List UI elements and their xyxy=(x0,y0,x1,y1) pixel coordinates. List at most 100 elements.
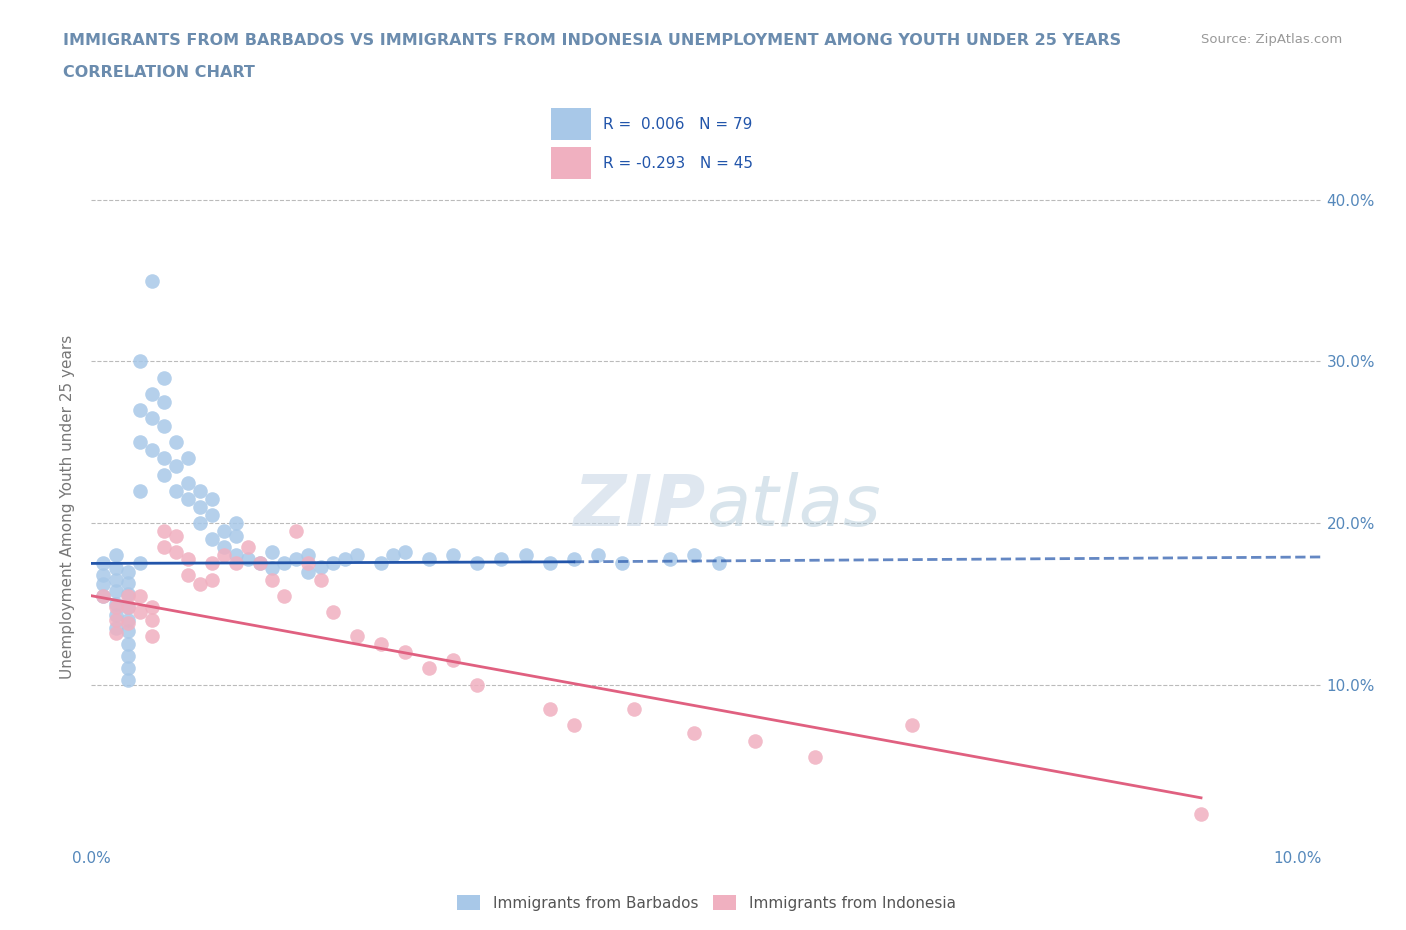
Point xyxy=(212,524,235,538)
Point xyxy=(538,556,561,571)
Point xyxy=(177,491,200,506)
Point xyxy=(285,524,308,538)
Text: ZIP: ZIP xyxy=(574,472,706,541)
Point xyxy=(262,561,284,576)
Point xyxy=(117,600,139,615)
Point xyxy=(285,551,308,566)
Point xyxy=(165,434,187,449)
Point xyxy=(141,410,163,425)
Point xyxy=(141,273,163,288)
Point xyxy=(165,528,187,543)
Point xyxy=(900,718,922,733)
Point xyxy=(117,600,139,615)
Point xyxy=(141,443,163,458)
Point xyxy=(1189,806,1212,821)
Point xyxy=(117,613,139,628)
Point xyxy=(418,661,440,676)
Point xyxy=(117,637,139,652)
Point xyxy=(152,418,174,433)
Point xyxy=(249,556,271,571)
Point xyxy=(117,565,139,579)
Point xyxy=(394,545,416,560)
Point xyxy=(93,589,115,604)
Point xyxy=(93,567,115,582)
Point xyxy=(262,572,284,587)
Point xyxy=(128,484,150,498)
Point xyxy=(201,491,224,506)
Point xyxy=(249,556,271,571)
Point xyxy=(804,750,827,764)
Point xyxy=(93,589,115,604)
Point xyxy=(562,551,585,566)
Point xyxy=(201,572,224,587)
Point xyxy=(418,551,440,566)
Point xyxy=(333,551,356,566)
Point xyxy=(152,370,174,385)
Point xyxy=(104,600,127,615)
Point xyxy=(225,556,247,571)
Point xyxy=(201,532,224,547)
Point xyxy=(381,548,404,563)
Point xyxy=(165,459,187,474)
Point xyxy=(610,556,633,571)
Point xyxy=(683,548,706,563)
Point xyxy=(104,561,127,576)
Point xyxy=(225,548,247,563)
Point xyxy=(212,539,235,554)
Point xyxy=(104,596,127,611)
Point xyxy=(273,589,295,604)
Point xyxy=(297,565,319,579)
Point xyxy=(117,616,139,631)
Point xyxy=(104,620,127,635)
Point xyxy=(201,508,224,523)
Point xyxy=(370,556,392,571)
Point xyxy=(165,484,187,498)
Point xyxy=(104,626,127,641)
Point xyxy=(346,629,368,644)
Point xyxy=(104,548,127,563)
Point xyxy=(309,572,332,587)
Bar xyxy=(551,148,591,179)
Point xyxy=(104,607,127,622)
Point xyxy=(322,556,344,571)
Bar xyxy=(551,108,591,140)
Point xyxy=(659,551,682,566)
Point xyxy=(152,394,174,409)
Point xyxy=(128,434,150,449)
Point xyxy=(297,556,319,571)
Point xyxy=(104,572,127,587)
Point xyxy=(188,499,211,514)
Point xyxy=(201,556,224,571)
Point xyxy=(225,528,247,543)
Point xyxy=(128,604,150,619)
Point xyxy=(188,484,211,498)
Point xyxy=(117,576,139,591)
Point xyxy=(117,672,139,687)
Point xyxy=(141,386,163,401)
Point xyxy=(346,548,368,563)
Text: IMMIGRANTS FROM BARBADOS VS IMMIGRANTS FROM INDONESIA UNEMPLOYMENT AMONG YOUTH U: IMMIGRANTS FROM BARBADOS VS IMMIGRANTS F… xyxy=(63,33,1122,47)
Text: R = -0.293   N = 45: R = -0.293 N = 45 xyxy=(603,156,754,171)
Point xyxy=(238,539,260,554)
Point xyxy=(467,556,489,571)
Point xyxy=(152,539,174,554)
Point xyxy=(586,548,609,563)
Point xyxy=(441,548,464,563)
Point xyxy=(309,559,332,574)
Point xyxy=(93,577,115,591)
Point xyxy=(152,451,174,466)
Point xyxy=(744,734,766,749)
Point xyxy=(128,354,150,369)
Point xyxy=(117,624,139,639)
Point xyxy=(177,567,200,582)
Point xyxy=(562,718,585,733)
Point xyxy=(117,589,139,604)
Point xyxy=(177,551,200,566)
Point xyxy=(177,451,200,466)
Point xyxy=(491,551,513,566)
Point xyxy=(128,556,150,571)
Point xyxy=(467,677,489,692)
Point xyxy=(273,556,295,571)
Point xyxy=(117,587,139,602)
Point xyxy=(515,548,537,563)
